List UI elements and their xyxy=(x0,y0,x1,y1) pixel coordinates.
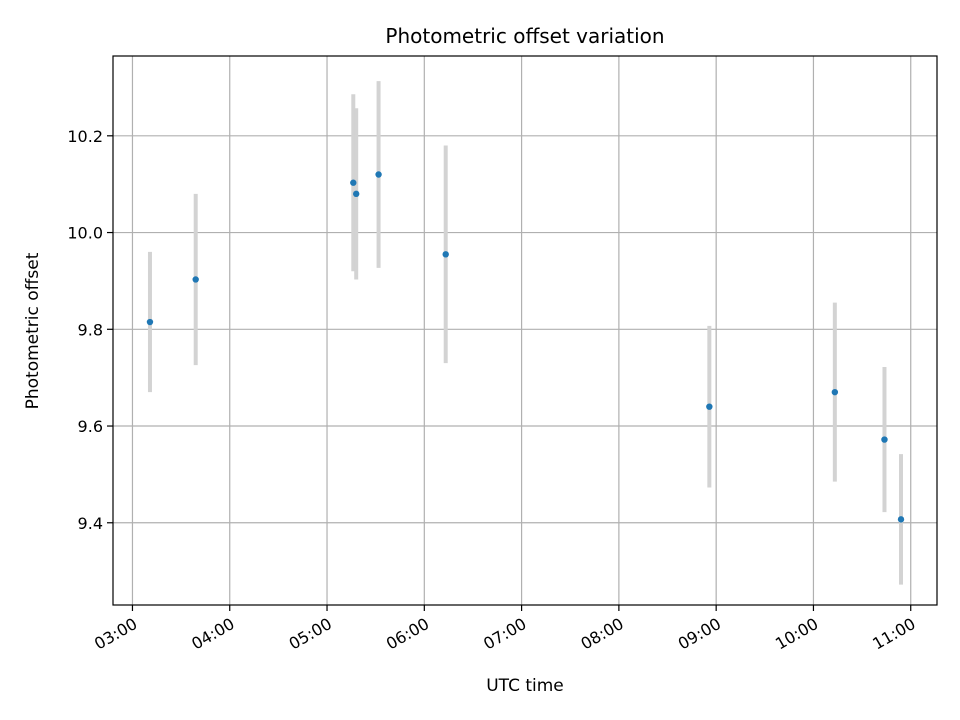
data-point xyxy=(350,179,357,186)
data-point xyxy=(375,171,382,178)
grid-lines xyxy=(113,56,937,605)
chart-title: Photometric offset variation xyxy=(385,24,664,48)
data-point xyxy=(442,251,449,258)
data-point xyxy=(192,276,199,283)
y-tick-label: 10.0 xyxy=(67,224,103,243)
data-point xyxy=(146,318,154,326)
data-point xyxy=(353,190,360,198)
y-tick-label: 10.2 xyxy=(67,127,103,146)
data-points xyxy=(146,171,905,523)
data-point xyxy=(706,403,713,410)
data-point xyxy=(881,436,888,443)
y-tick-label: 9.8 xyxy=(78,320,103,339)
y-axis-label: Photometric offset xyxy=(23,252,43,409)
y-tick-label: 9.4 xyxy=(78,514,103,533)
y-axis-ticks: 9.4 9.6 9.8 10.0 10.2 xyxy=(67,127,113,533)
data-point xyxy=(897,516,905,523)
plot-frame xyxy=(112,55,938,606)
y-tick-label: 9.6 xyxy=(78,417,103,436)
data-point xyxy=(831,388,839,396)
x-axis-label: UTC time xyxy=(486,676,564,696)
